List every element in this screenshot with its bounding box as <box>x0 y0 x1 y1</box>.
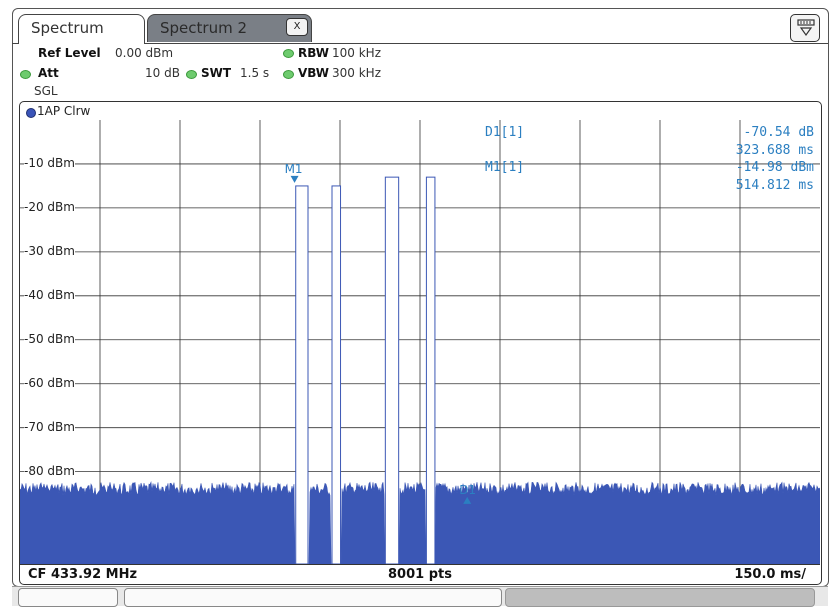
trace-label: 1AP Clrw <box>37 104 91 118</box>
marker-d1-icon <box>463 496 472 504</box>
y-tick-label: -10 dBm <box>24 155 75 170</box>
markers: M1 D1 <box>285 162 476 504</box>
marker-m1-tag: M1 <box>285 162 303 176</box>
y-tick-label: -80 dBm <box>24 463 75 478</box>
center-frequency: CF 433.92 MHz <box>28 567 138 582</box>
status-field-left <box>18 588 118 607</box>
swt-indicator-icon <box>186 70 197 79</box>
y-tick-label: -70 dBm <box>24 419 75 434</box>
y-tick-label: -60 dBm <box>24 375 75 390</box>
dropdown-menu-icon <box>797 19 815 37</box>
trace <box>20 176 820 564</box>
vbw-value: 300 kHz <box>332 66 381 80</box>
noise-floor-trace <box>20 481 820 564</box>
sweep-mode: SGL <box>34 84 58 98</box>
signal-pulse <box>384 176 400 564</box>
signal-pulse <box>331 185 342 564</box>
tab-spectrum-2[interactable]: Spectrum 2 <box>147 14 312 42</box>
rbw-indicator-icon <box>283 49 294 58</box>
close-tab-button[interactable]: X <box>286 18 308 36</box>
ref-level-value: 0.00 dBm <box>115 46 174 60</box>
d1-level-readout: -70.54 dB <box>743 125 814 140</box>
vbw-label: VBW <box>298 66 330 80</box>
att-indicator-icon <box>20 70 31 79</box>
signal-pulse <box>295 185 309 564</box>
sweep-points: 8001 pts <box>388 567 452 582</box>
att-value: 10 dB <box>145 66 180 80</box>
rbw-label: RBW <box>298 46 329 60</box>
m1-level-readout: -14.98 dBm <box>735 160 814 175</box>
att-label: Att <box>38 66 59 80</box>
swt-label: SWT <box>201 66 232 80</box>
status-field-progress <box>505 588 815 607</box>
m1-marker-label: M1[1] <box>485 160 525 175</box>
signal-pulse <box>425 176 436 564</box>
marker-m1-icon <box>290 175 299 183</box>
m1-time-readout: 514.812 ms <box>735 178 814 193</box>
swt-value: 1.5 s <box>240 66 270 80</box>
trace-indicator-icon <box>26 108 36 118</box>
ref-level-label: Ref Level <box>38 46 101 60</box>
marker-d1-tag: D1 <box>459 483 476 497</box>
menu-button[interactable] <box>790 14 820 42</box>
rbw-value: 100 kHz <box>332 46 381 60</box>
d1-time-readout: 323.688 ms <box>735 143 814 158</box>
status-field-message <box>124 588 502 607</box>
y-tick-label: -20 dBm <box>24 199 75 214</box>
y-tick-label: -40 dBm <box>24 287 75 302</box>
vbw-indicator-icon <box>283 70 294 79</box>
spectrum-plot[interactable]: M1 D1 <box>20 120 820 564</box>
plot-footer: CF 433.92 MHz 8001 pts 150.0 ms/ <box>20 564 820 585</box>
y-tick-label: -50 dBm <box>24 331 75 346</box>
tab-spectrum[interactable]: Spectrum <box>18 14 145 44</box>
y-tick-label: -30 dBm <box>24 243 75 258</box>
time-per-division: 150.0 ms/ <box>734 567 806 582</box>
d1-marker-label: D1[1] <box>485 125 525 140</box>
tab-divider <box>12 43 828 44</box>
